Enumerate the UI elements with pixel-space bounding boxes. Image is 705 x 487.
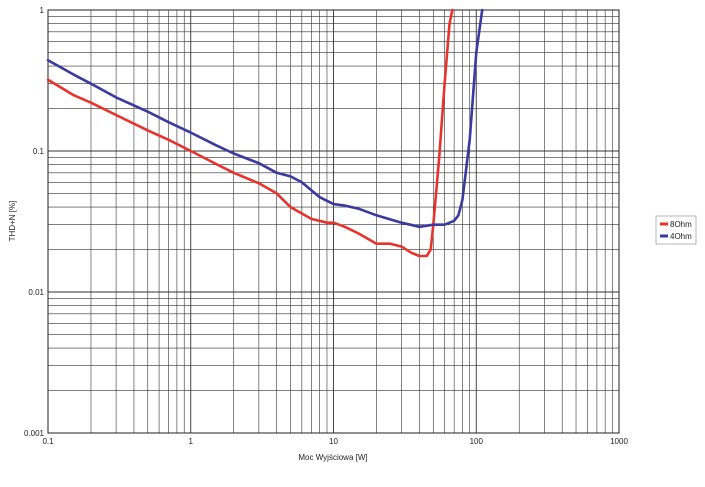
- series-line-4ohm: [46, 8, 484, 229]
- y-tick-label: 0.01: [28, 288, 44, 297]
- x-tick-label: 10: [329, 437, 338, 446]
- x-tick-label: 1: [189, 437, 194, 446]
- series-lines: [46, 8, 484, 258]
- legend-label-8ohm: 8Ohm: [670, 220, 692, 229]
- series-line-8ohm: [46, 8, 454, 258]
- y-axis-title: THD+N [%]: [8, 201, 17, 242]
- x-tick-label: 1000: [610, 437, 628, 446]
- plot-frame: [47, 9, 620, 434]
- legend: 8Ohm 4Ohm: [655, 215, 697, 245]
- tick-labels: 0.1 1 10 100 1000 0.001 0.01 0.1 1: [24, 6, 628, 446]
- legend-box: [655, 215, 697, 245]
- legend-label-4ohm: 4Ohm: [670, 232, 692, 241]
- grid-lines: [47, 10, 619, 434]
- x-axis-title: Moc Wyjściowa [W]: [298, 453, 367, 462]
- x-tick-label: 100: [470, 437, 484, 446]
- y-tick-label: 0.1: [33, 147, 45, 156]
- x-tick-label: 0.1: [42, 437, 54, 446]
- y-tick-label: 1: [40, 6, 45, 15]
- y-tick-label: 0.001: [24, 429, 45, 438]
